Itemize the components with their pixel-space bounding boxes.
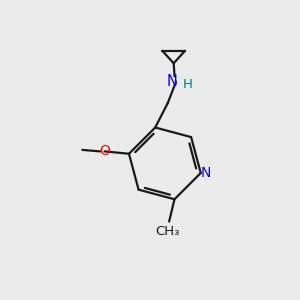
Text: H: H [183, 78, 193, 91]
Text: N: N [167, 74, 178, 88]
Text: O: O [99, 144, 110, 158]
Text: CH₃: CH₃ [155, 225, 180, 238]
Text: N: N [201, 166, 211, 180]
